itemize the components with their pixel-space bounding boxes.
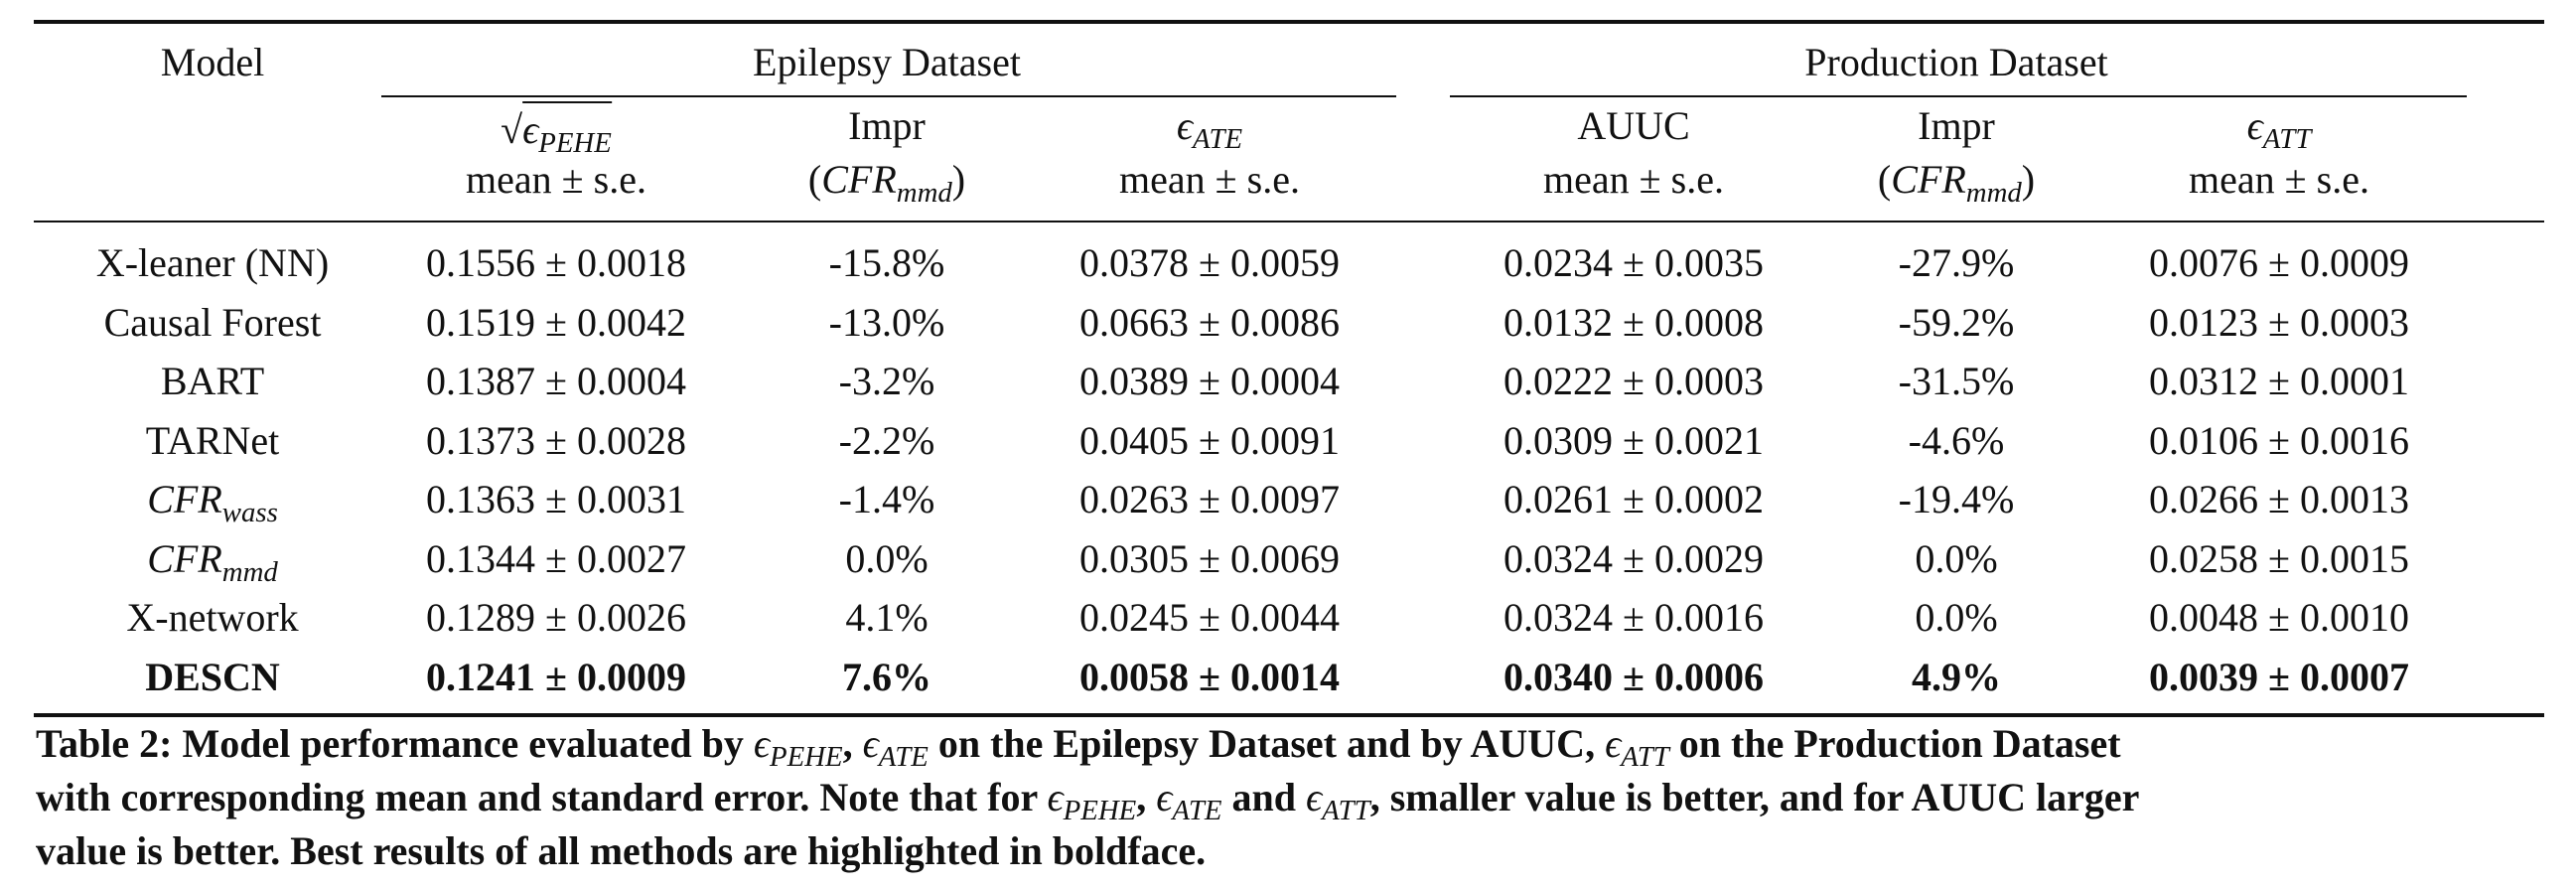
table-cell: 0.0263 ± 0.0097 [1079,477,1340,521]
table-cell: 0.0261 ± 0.0002 [1503,477,1764,521]
table-cell: 0.0305 ± 0.0069 [1079,535,1340,581]
table-cell: 4.9% [1912,654,2001,699]
table-cell: -1.4% [838,477,935,521]
table-cell: 0.1241 ± 0.0009 [426,654,686,699]
table-cell: -4.6% [1908,417,2005,463]
table-top-rule [34,20,2544,24]
table-cell: -27.9% [1898,240,2015,285]
table-cell: 4.1% [845,595,929,640]
table-cell: 0.0076 ± 0.0009 [2149,240,2409,285]
table-cell: 0.0312 ± 0.0001 [2149,359,2409,403]
caption-line-3: value is better. Best results of all met… [36,828,1207,873]
table-cell: -31.5% [1898,359,2015,403]
table-cell: 0.1373 ± 0.0028 [426,417,686,463]
impr-header-epilepsy: Impr [848,103,926,148]
table-cell: 0.0058 ± 0.0014 [1079,654,1340,699]
table-cell: -2.2% [838,417,935,463]
epilepsy-group-rule [381,95,1396,97]
epilepsy-dataset-header: Epilepsy Dataset [753,40,1021,84]
table-cell: 7.6% [842,654,931,699]
table-cell: 0.0378 ± 0.0059 [1079,240,1340,285]
table-cell: 0.1363 ± 0.0031 [426,477,686,521]
caption-line-1: Table 2: Model performance evaluated by … [36,721,2121,774]
table-cell: -15.8% [828,240,945,285]
model-name-cell: TARNet [145,417,280,463]
table-cell: 0.0048 ± 0.0010 [2149,595,2409,640]
table-cell: 0.0309 ± 0.0021 [1503,417,1764,463]
table-cell: 0.0245 ± 0.0044 [1079,595,1340,640]
table-cell: 0.0039 ± 0.0007 [2149,654,2409,699]
table-cell: -3.2% [838,359,935,403]
auuc-header: AUUC [1577,103,1690,148]
model-name-cell: CFRmmd [147,535,278,588]
table-cell: 0.0258 ± 0.0015 [2149,535,2409,581]
table-cell: 0.0405 ± 0.0091 [1079,417,1340,463]
table-cell: 0.0132 ± 0.0008 [1503,299,1764,345]
sqrt-epsilon-pehe-header: √ϵPEHE [501,101,612,158]
table-cell: 0.0123 ± 0.0003 [2149,299,2409,345]
model-name-cell: DESCN [145,654,280,699]
table-cell: 0.0106 ± 0.0016 [2149,417,2409,463]
ate-mean-se-label: mean ± s.e. [1119,157,1300,202]
model-name-cell: Causal Forest [103,299,322,345]
auuc-mean-se-label: mean ± s.e. [1543,157,1724,202]
production-dataset-header: Production Dataset [1804,40,2108,84]
table-cell: -19.4% [1898,477,2015,521]
table-cell: 0.0% [1915,595,1998,640]
table-cell: 0.0340 ± 0.0006 [1503,654,1764,699]
model-name-cell: X-network [126,595,299,640]
table-cell: 0.1519 ± 0.0042 [426,299,686,345]
table-cell: 0.1289 ± 0.0026 [426,595,686,640]
impr-cfr-mmd-label-production: (CFRmmd) [1877,157,2036,210]
table-cell: 0.0% [1915,535,1998,581]
production-group-rule [1450,95,2467,97]
table-cell: -59.2% [1898,299,2015,345]
caption-line-2: with corresponding mean and standard err… [36,775,2140,827]
model-name-cell: X-leaner (NN) [95,240,330,285]
header-bottom-rule [34,221,2544,222]
table-cell: 0.0222 ± 0.0003 [1503,359,1764,403]
impr-header-production: Impr [1918,103,1995,148]
table-cell: 0.0389 ± 0.0004 [1079,359,1340,403]
epsilon-ate-header: ϵATE [1176,103,1243,156]
pehe-mean-se-label: mean ± s.e. [466,157,646,202]
epsilon-att-header: ϵATT [2246,103,2312,156]
table-caption: Table 2: Model performance evaluated by … [36,717,2548,878]
table-cell: -13.0% [828,299,945,345]
table-cell: 0.0324 ± 0.0029 [1503,535,1764,581]
model-column-header: Model [160,40,265,84]
model-name-cell: CFRwass [147,477,278,529]
table-cell: 0.0324 ± 0.0016 [1503,595,1764,640]
table-cell: 0.1556 ± 0.0018 [426,240,686,285]
table-cell: 0.1387 ± 0.0004 [426,359,686,403]
model-name-cell: BART [160,359,265,403]
table-cell: 0.0234 ± 0.0035 [1503,240,1764,285]
att-mean-se-label: mean ± s.e. [2189,157,2369,202]
table-bottom-rule [34,713,2544,717]
table-cell: 0.0266 ± 0.0013 [2149,477,2409,521]
table-cell: 0.0663 ± 0.0086 [1079,299,1340,345]
sqrt-symbol: √ϵPEHE [501,101,612,158]
table-cell: 0.0% [845,535,929,581]
impr-cfr-mmd-label-epilepsy: (CFRmmd) [807,157,966,210]
table-cell: 0.1344 ± 0.0027 [426,535,686,581]
